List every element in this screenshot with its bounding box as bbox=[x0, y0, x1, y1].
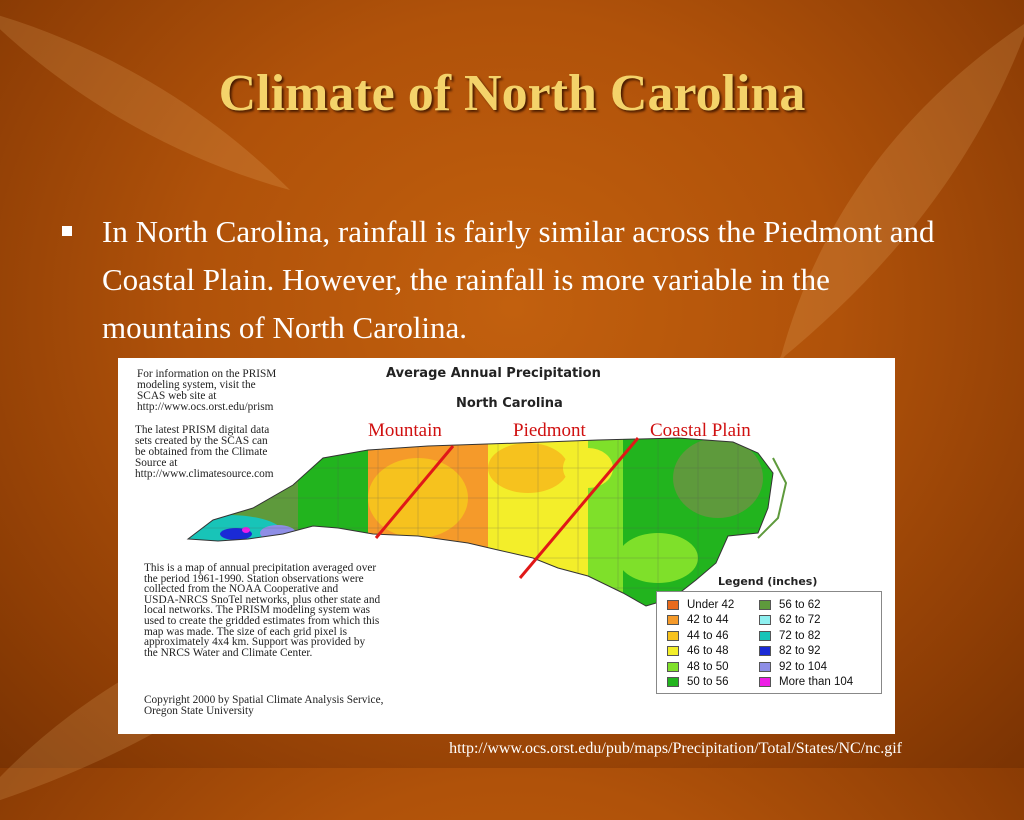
legend-swatch bbox=[667, 599, 679, 610]
legend-item: 62 to 72 bbox=[759, 613, 853, 629]
legend-item: 92 to 104 bbox=[759, 659, 853, 675]
legend-swatch bbox=[759, 661, 771, 672]
legend-label: 56 to 62 bbox=[779, 598, 821, 611]
legend-label: 44 to 46 bbox=[687, 629, 729, 642]
map-description-text: This is a map of annual precipitation av… bbox=[144, 562, 381, 659]
north-carolina-map bbox=[186, 437, 788, 607]
region-divider-line bbox=[374, 445, 455, 539]
bullet-point: In North Carolina, rainfall is fairly si… bbox=[62, 208, 962, 352]
legend-swatch bbox=[667, 677, 679, 688]
data-source-text: The latest PRISM digital data sets creat… bbox=[135, 424, 274, 480]
legend-item: 56 to 62 bbox=[759, 597, 853, 613]
legend-item: 44 to 46 bbox=[667, 628, 734, 644]
legend-item: 50 to 56 bbox=[667, 675, 734, 691]
legend-item: Under 42 bbox=[667, 597, 734, 613]
map-subtitle: North Carolina bbox=[456, 396, 563, 411]
map-title: Average Annual Precipitation bbox=[386, 366, 601, 381]
legend-label: 62 to 72 bbox=[779, 614, 821, 627]
bullet-square-icon bbox=[62, 226, 72, 236]
legend-swatch bbox=[759, 630, 771, 641]
leaf-decoration-icon bbox=[0, 15, 290, 190]
legend-label: 46 to 48 bbox=[687, 645, 729, 658]
legend-label: 92 to 104 bbox=[779, 660, 827, 673]
legend-item: 72 to 82 bbox=[759, 628, 853, 644]
legend-swatch bbox=[759, 599, 771, 610]
legend-item: 42 to 44 bbox=[667, 613, 734, 629]
legend-label: 48 to 50 bbox=[687, 660, 729, 673]
legend-item: 46 to 48 bbox=[667, 644, 734, 660]
legend-column-right: 56 to 62 62 to 72 72 to 82 82 to 92 92 to 10… bbox=[759, 597, 853, 690]
slide-title: Climate of North Carolina bbox=[218, 65, 806, 122]
legend-swatch bbox=[667, 661, 679, 672]
legend-item: 82 to 92 bbox=[759, 644, 853, 660]
bullet-text: In North Carolina, rainfall is fairly si… bbox=[102, 214, 935, 345]
legend-label: More than 104 bbox=[779, 676, 854, 689]
legend-item: 48 to 50 bbox=[667, 659, 734, 675]
legend-label: 50 to 56 bbox=[687, 676, 729, 689]
legend-label: 72 to 82 bbox=[779, 629, 821, 642]
copyright-text: Copyright 2000 by Spatial Climate Analys… bbox=[144, 694, 384, 717]
region-label-mountain: Mountain bbox=[368, 420, 442, 441]
legend-swatch bbox=[759, 677, 771, 688]
prism-info-text: For information on the PRISM modeling sy… bbox=[137, 368, 277, 413]
legend-swatch bbox=[667, 615, 679, 626]
legend-swatch bbox=[759, 646, 771, 657]
legend-item: More than 104 bbox=[759, 675, 853, 691]
legend-label: Under 42 bbox=[687, 598, 735, 611]
precipitation-map-figure: For information on the PRISM modeling sy… bbox=[118, 358, 895, 734]
legend-swatch bbox=[759, 615, 771, 626]
source-url: http://www.ocs.orst.edu/pub/maps/Precipi… bbox=[449, 740, 902, 757]
precipitation-legend: Under 42 42 to 44 44 to 46 46 to 48 48 to 50… bbox=[656, 591, 882, 694]
legend-label: 42 to 44 bbox=[687, 614, 729, 627]
region-label-piedmont: Piedmont bbox=[513, 420, 586, 441]
legend-label: 82 to 92 bbox=[779, 645, 821, 658]
region-divider-line bbox=[518, 437, 640, 579]
legend-title: Legend (inches) bbox=[718, 575, 818, 588]
legend-column-left: Under 42 42 to 44 44 to 46 46 to 48 48 to 50… bbox=[667, 597, 734, 690]
legend-swatch bbox=[667, 646, 679, 657]
leaf-decoration-icon bbox=[778, 24, 1024, 361]
legend-swatch bbox=[667, 630, 679, 641]
region-label-coastal-plain: Coastal Plain bbox=[650, 420, 751, 441]
